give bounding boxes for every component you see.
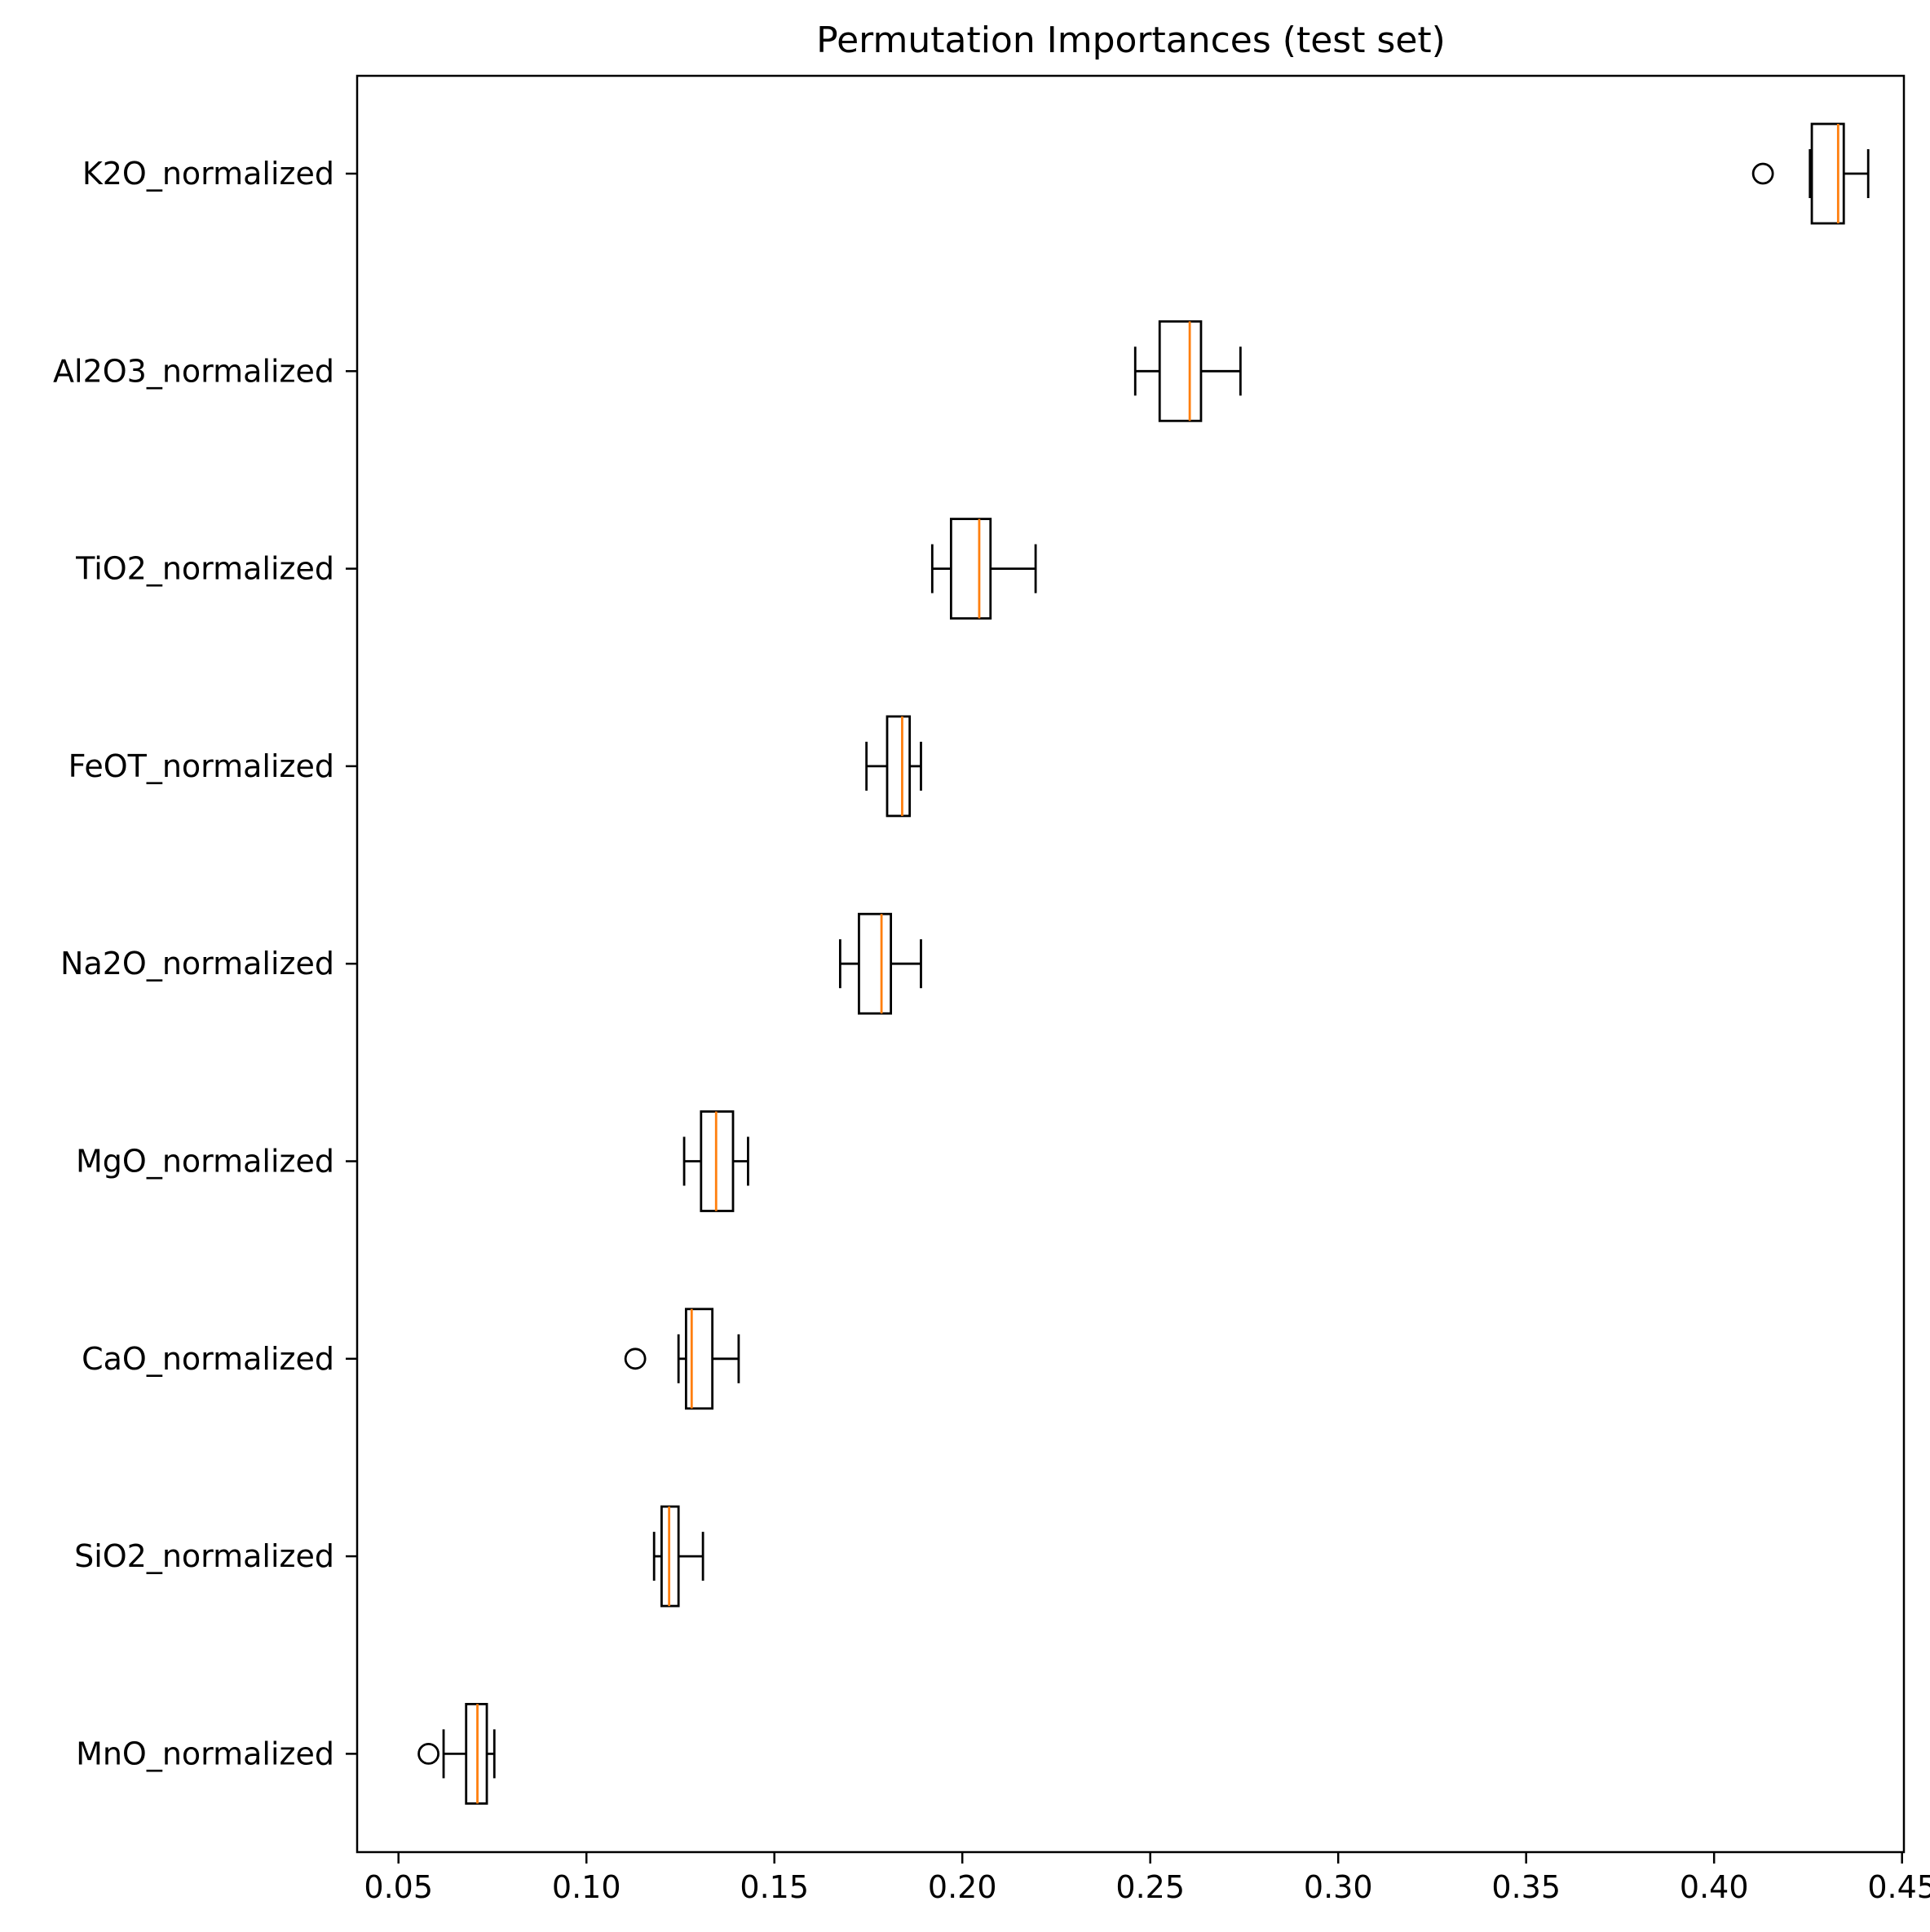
box-group — [624, 1308, 740, 1410]
flier-point — [417, 1742, 439, 1765]
flier-point — [624, 1348, 647, 1370]
xtick-label: 0.45 — [1867, 1869, 1930, 1905]
box — [1810, 122, 1845, 225]
box-group — [1751, 122, 1870, 225]
xtick-label: 0.40 — [1680, 1869, 1749, 1905]
xtick-label: 0.20 — [928, 1869, 997, 1905]
box-group — [417, 1702, 496, 1805]
xtick-label: 0.15 — [740, 1869, 809, 1905]
chart-title: Permutation Importances (test set) — [816, 20, 1446, 61]
ytick-label: SiO2_normalized — [74, 1538, 334, 1574]
ytick-label: TiO2_normalized — [75, 551, 334, 587]
plot-area — [417, 122, 1870, 1805]
ytick-label: Na2O_normalized — [60, 946, 334, 981]
y-axis: K2O_normalized Al2O3_normalized TiO2_norma… — [53, 156, 357, 1771]
box-group — [838, 912, 922, 1015]
box — [949, 518, 992, 620]
box — [684, 1308, 714, 1410]
ytick-label: Al2O3_normalized — [53, 353, 334, 389]
xtick-label: 0.05 — [364, 1869, 433, 1905]
ytick-label: FeOT_normalized — [68, 748, 334, 784]
ytick-label: CaO_normalized — [82, 1341, 334, 1377]
box — [1158, 320, 1203, 422]
box-group — [865, 715, 922, 818]
xtick-label: 0.10 — [552, 1869, 621, 1905]
box — [886, 715, 912, 818]
ytick-label: MgO_normalized — [76, 1144, 334, 1180]
box-group — [1133, 320, 1242, 422]
ytick-label: MnO_normalized — [76, 1736, 334, 1771]
box-group — [652, 1505, 704, 1608]
box-group — [930, 518, 1037, 620]
xtick-label: 0.30 — [1304, 1869, 1373, 1905]
ytick-label: K2O_normalized — [82, 156, 334, 192]
x-axis: 0.05 0.10 0.15 0.20 0.25 0.30 0.35 0.40 0.45 — [364, 1852, 1930, 1905]
xtick-label: 0.25 — [1115, 1869, 1185, 1905]
xtick-label: 0.35 — [1491, 1869, 1561, 1905]
box-group — [682, 1110, 749, 1212]
box — [858, 912, 893, 1015]
flier-point — [1751, 162, 1774, 185]
